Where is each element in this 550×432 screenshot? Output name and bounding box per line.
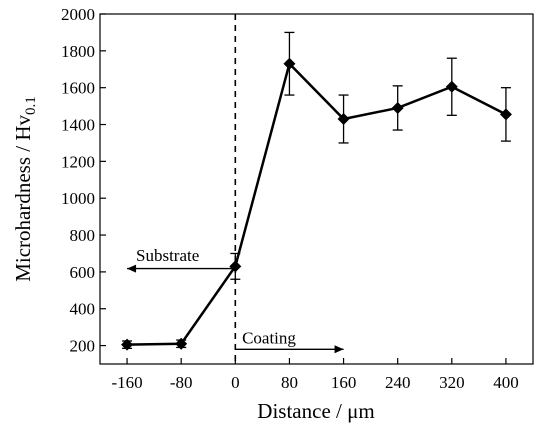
data-point: [337, 113, 350, 125]
series-line: [121, 14, 512, 364]
y-tick-label: 800: [70, 226, 96, 245]
y-axis-label-sub: 0.1: [23, 96, 39, 115]
annotation-arrowhead: [127, 264, 137, 273]
x-tick-label: 320: [439, 373, 465, 392]
data-point: [499, 108, 512, 121]
y-tick-label: 200: [70, 337, 96, 356]
annotation-label: Coating: [242, 329, 296, 348]
x-tick-label: 400: [493, 373, 519, 392]
data-point: [229, 260, 242, 273]
y-tick-label: 1600: [61, 79, 95, 98]
annotation-label: Substrate: [136, 246, 199, 265]
y-tick-label: 2000: [61, 5, 95, 24]
x-tick-label: -80: [170, 373, 193, 392]
y-tick-label: 1200: [61, 152, 95, 171]
y-tick-label: 1800: [61, 42, 95, 61]
plot-frame: [99, 13, 534, 365]
x-tick-label: 80: [281, 373, 298, 392]
y-tick-label: 400: [70, 300, 96, 319]
data-point: [445, 80, 458, 93]
x-tick-label: 160: [331, 373, 357, 392]
y-axis-label-main: Microhardness / Hv: [11, 114, 35, 281]
annotations: Substrate Coating: [127, 246, 344, 354]
x-tick-label: 240: [385, 373, 411, 392]
x-axis-label: Distance / μm: [257, 399, 374, 423]
data-point: [391, 101, 404, 114]
y-tick-label: 1000: [61, 189, 95, 208]
x-tick-label: 0: [231, 373, 240, 392]
y-axis-label: Microhardness / Hv0.1: [11, 96, 39, 282]
y-tick-label: 1400: [61, 116, 95, 135]
axes: -160 -80 0 80 160 240 320 400 200 400 600 800 1000 12…: [61, 5, 519, 392]
series-path: [127, 61, 507, 346]
x-tick-label: -160: [111, 373, 142, 392]
y-tick-label: 600: [70, 263, 96, 282]
annotation-arrowhead: [334, 345, 344, 354]
data-point: [121, 338, 134, 351]
data-point: [175, 337, 188, 350]
data-point: [283, 57, 296, 70]
